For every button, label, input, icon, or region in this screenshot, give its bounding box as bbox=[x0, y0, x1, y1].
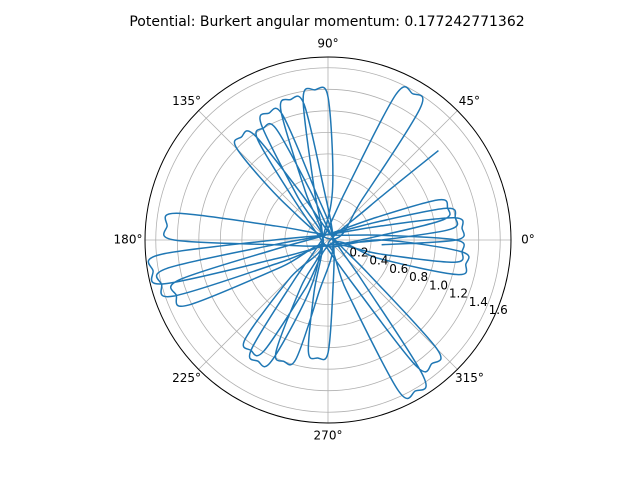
r-tick-label: 0.2 bbox=[349, 245, 368, 259]
r-tick-label: 0.8 bbox=[409, 270, 428, 284]
r-tick-label: 1.6 bbox=[489, 303, 508, 317]
orbit-line bbox=[147, 85, 470, 400]
outer-frame bbox=[144, 56, 512, 424]
theta-tick-label: 0° bbox=[521, 233, 535, 247]
chart-title: Potential: Burkert angular momentum: 0.1… bbox=[129, 14, 524, 30]
r-tick-label: 0.4 bbox=[369, 254, 388, 268]
theta-tick-label: 225° bbox=[172, 371, 201, 385]
theta-tick-label: 135° bbox=[172, 94, 201, 108]
theta-tick-label: 90° bbox=[317, 37, 338, 51]
r-tick-label: 1.2 bbox=[449, 287, 468, 301]
theta-tick-label: 180° bbox=[114, 233, 143, 247]
theta-tick-label: 315° bbox=[455, 371, 484, 385]
r-tick-label: 1.4 bbox=[469, 295, 488, 309]
r-tick-label: 0.6 bbox=[389, 262, 408, 276]
grid-spoke bbox=[327, 110, 458, 241]
theta-tick-label: 270° bbox=[314, 429, 343, 443]
theta-tick-label: 45° bbox=[459, 94, 480, 108]
r-tick-label: 1.0 bbox=[429, 278, 448, 292]
